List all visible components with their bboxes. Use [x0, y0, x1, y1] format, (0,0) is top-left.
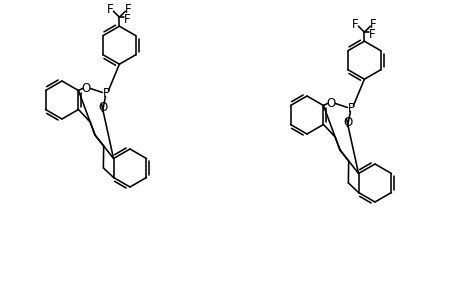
Text: O: O — [326, 97, 336, 110]
Text: F: F — [107, 3, 113, 16]
Text: O: O — [343, 116, 353, 129]
Text: F: F — [369, 18, 376, 31]
Text: F: F — [125, 3, 131, 16]
Text: P: P — [347, 102, 354, 115]
Text: O: O — [99, 101, 108, 114]
Text: F: F — [124, 13, 130, 26]
Text: F: F — [351, 18, 358, 31]
Text: O: O — [82, 82, 91, 95]
Text: P: P — [103, 87, 110, 100]
Text: F: F — [368, 28, 375, 41]
